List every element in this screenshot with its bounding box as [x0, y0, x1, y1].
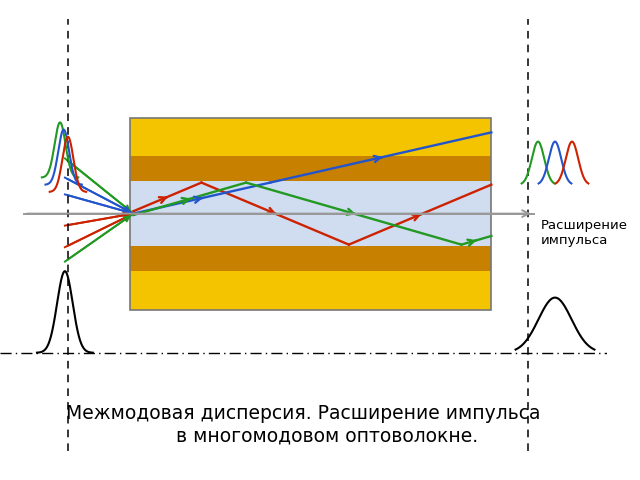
Bar	[131, 118, 492, 156]
Bar	[131, 181, 492, 246]
Bar	[131, 246, 492, 271]
Text: Расширение
импульса: Расширение импульса	[541, 219, 628, 247]
Bar	[131, 271, 492, 310]
Text: Межмодовая дисперсия. Расширение импульса
        в многомодовом оптоволокне.: Межмодовая дисперсия. Расширение импульс…	[66, 404, 541, 445]
Bar	[131, 118, 492, 310]
Bar	[131, 156, 492, 181]
